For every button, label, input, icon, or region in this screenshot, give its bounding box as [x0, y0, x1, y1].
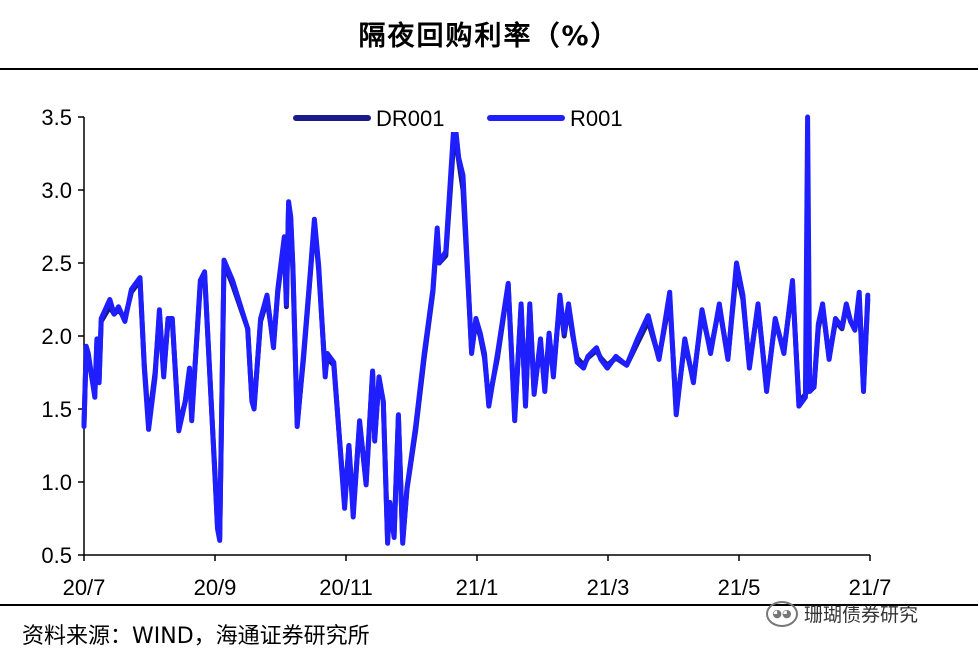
x-tick-label: 21/3 — [587, 575, 630, 600]
y-tick-label: 3.0 — [41, 178, 72, 203]
watermark: ◕◕ 珊瑚债券研究 — [766, 600, 918, 627]
x-tick-label: 20/7 — [63, 575, 106, 600]
source-note: 资料来源：WIND，海通证券研究所 — [22, 624, 370, 649]
x-tick-label: 21/1 — [456, 575, 499, 600]
chart-title: 隔夜回购利率（%） — [358, 21, 620, 52]
x-tick-label: 21/7 — [849, 575, 892, 600]
legend-label-dr001: DR001 — [376, 106, 444, 131]
y-tick-label: 0.5 — [41, 543, 72, 568]
watermark-text: 珊瑚债券研究 — [804, 604, 919, 626]
y-tick-label: 1.0 — [41, 470, 72, 495]
y-tick-label: 3.5 — [41, 105, 72, 130]
footer-divider — [0, 604, 978, 606]
y-axis: 0.5 1.0 1.5 2.0 2.5 3.0 3.5 — [41, 105, 85, 568]
x-tick-label: 20/11 — [319, 575, 372, 600]
wechat-icon: ◕◕ — [766, 600, 798, 627]
y-tick-label: 2.0 — [41, 324, 72, 349]
legend-label-r001: R001 — [570, 106, 623, 131]
x-tick-label: 20/9 — [194, 575, 237, 600]
line-chart: 0.51.01.52.02.53.03.5 20/7 20/9 20/11 21/1 2… — [41, 102, 892, 600]
x-axis: 20/7 20/9 20/11 21/1 21/3 21/5 21/7 — [63, 554, 892, 600]
y-tick-label: 2.5 — [41, 251, 72, 276]
series-layer — [81, 114, 871, 546]
legend: DR001 R001 — [290, 102, 634, 132]
series-line-r001 — [81, 114, 871, 546]
y-tick-label: 1.5 — [41, 397, 72, 422]
x-tick-label: 21/5 — [718, 575, 761, 600]
title-divider — [0, 68, 978, 70]
